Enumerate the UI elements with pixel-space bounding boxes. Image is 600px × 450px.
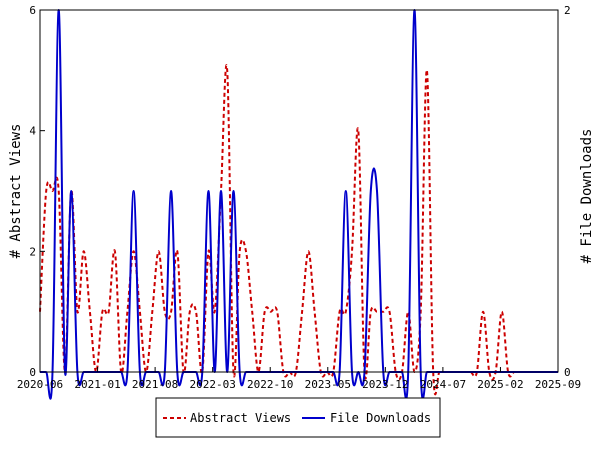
y-tick-label: 0: [29, 366, 36, 379]
x-tick-label: 2025-02: [477, 378, 523, 391]
legend-label-abstract-views: Abstract Views: [190, 411, 291, 425]
x-tick-label: 2022-10: [247, 378, 293, 391]
legend: Abstract Views File Downloads: [155, 397, 441, 438]
x-tick-label: 2021-01: [74, 378, 120, 391]
x-tick-label: 2020-06: [17, 378, 63, 391]
y-axis-right-title: # File Downloads: [579, 129, 595, 264]
y-tick-label: 4: [29, 125, 36, 138]
y-axis-left: 0 2 4 6: [29, 4, 45, 379]
y-axis-right: 02: [553, 4, 571, 379]
x-tick-label: 2025-09: [535, 378, 581, 391]
x-tick-label: 2024-07: [420, 378, 466, 391]
x-tick-label: 2022-03: [189, 378, 235, 391]
plot-frame: [39, 9, 559, 373]
legend-box: [155, 397, 441, 438]
x-tick-label: 2021-08: [132, 378, 178, 391]
x-tick-label: 2023-12: [362, 378, 408, 391]
legend-label-file-downloads: File Downloads: [330, 411, 431, 425]
x-axis: 2020-06 2021-01 2021-08 2022-03 2022-10 2023-…: [17, 367, 581, 391]
x-tick-label: 2023-05: [305, 378, 351, 391]
y2-tick-label: 2: [564, 4, 571, 17]
y-axis-left-title: # Abstract Views: [8, 124, 24, 259]
y-tick-label: 2: [29, 245, 36, 258]
y-tick-label: 6: [29, 4, 36, 17]
y2-tick-label: 0: [564, 366, 571, 379]
